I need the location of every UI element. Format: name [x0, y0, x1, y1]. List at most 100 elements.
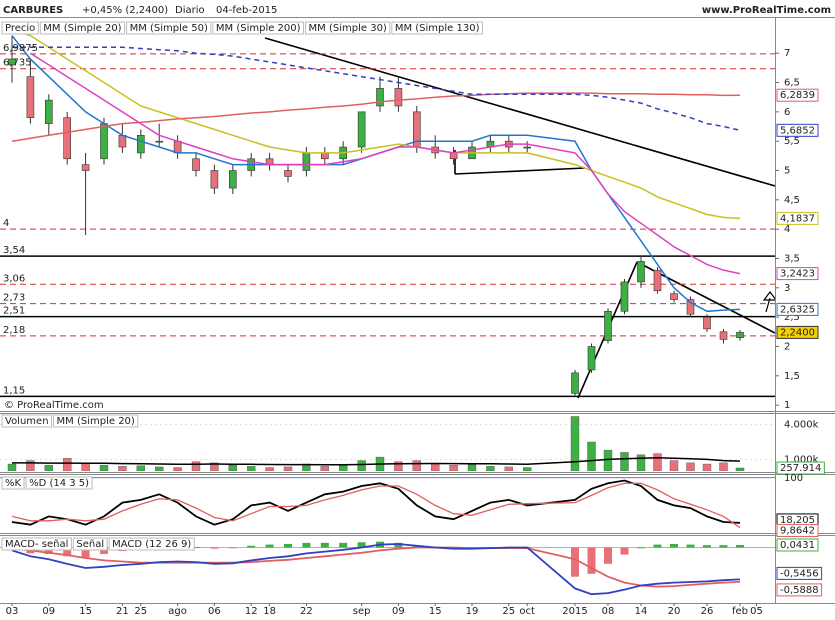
x-tick-label: 25 [502, 606, 515, 617]
candle-body [173, 140, 182, 154]
candle-body [192, 158, 200, 171]
macd-line [11, 546, 741, 588]
macd-hist-bar [653, 544, 662, 548]
x-tick-label: sep [353, 606, 371, 617]
value-badge-label: 2,6325 [780, 304, 815, 315]
volume-bar [26, 460, 35, 471]
value-badge-label: 4,1837 [780, 213, 815, 224]
level-label: 2,51 [3, 306, 25, 317]
level-label: 2,73 [3, 293, 25, 304]
value-badge-label: 9,8642 [780, 526, 815, 537]
volume-bar [154, 466, 164, 471]
candle-body [210, 170, 219, 189]
legend-entry: Señal [76, 539, 104, 550]
legend-box [25, 476, 93, 490]
volume-bar [339, 465, 348, 471]
volume-bar [265, 467, 274, 471]
level-label: 4 [3, 218, 9, 229]
legend-box [53, 414, 139, 428]
legend-box [39, 21, 126, 35]
volume-bar [44, 465, 53, 471]
candle-body [81, 164, 90, 171]
candle-body [376, 88, 384, 107]
panel-1 [0, 416, 775, 471]
legend-entry: %D (14 3 5) [29, 478, 89, 489]
volume-bar [523, 467, 532, 471]
x-tick-label: 15 [79, 606, 92, 617]
legend-entry: MACD (12 26 9) [112, 539, 191, 550]
macd-hist-bar [587, 547, 596, 574]
candle-body [44, 99, 53, 124]
value-badge [776, 267, 819, 281]
volume-bar [702, 463, 712, 471]
volume-bar [320, 466, 329, 471]
value-badge [776, 211, 819, 225]
volume-bar [431, 463, 440, 471]
legend-entry: MM (Simple 30) [309, 23, 387, 34]
candle-body [670, 293, 678, 300]
x-tick-label: 25 [134, 606, 147, 617]
legend-box [1, 476, 25, 490]
volume-bar [686, 462, 695, 471]
volume-bar [210, 462, 219, 471]
candle-body [604, 310, 612, 341]
candle-body [155, 140, 163, 143]
volume-bar [136, 465, 146, 471]
legend-entry: MM (Simple 130) [395, 23, 480, 34]
macd-hist-bar [44, 547, 53, 554]
value-badge-label: 0,0431 [780, 540, 815, 551]
macd-hist-bar [394, 542, 403, 548]
value-badge-label: 5,6852 [780, 125, 815, 136]
y-tick-label: 7 [784, 48, 790, 59]
legend-entry: Volumen [5, 416, 49, 427]
y-tick-label: 3,5 [784, 253, 800, 264]
volume-bar [7, 463, 17, 471]
macd-hist-bar [736, 544, 744, 548]
x-tick-label: 18 [263, 606, 276, 617]
candle-body [523, 146, 532, 149]
y-tick-label: 4.000k [784, 420, 819, 431]
value-badge [776, 538, 819, 552]
macd-hist-bar [339, 542, 348, 548]
x-tick-label: 06 [208, 606, 221, 617]
volume-ma [12, 456, 741, 466]
volume-bar [412, 460, 421, 471]
macd-hist-bar [265, 544, 274, 548]
y-tick-label: 3 [784, 283, 790, 294]
level-label: 3,54 [3, 245, 25, 256]
macd-hist-bar [284, 544, 292, 548]
value-badge [776, 88, 819, 102]
y-tick-label: 2,5 [784, 312, 800, 323]
volume-bar [570, 416, 580, 471]
legend-box [1, 21, 39, 35]
y-tick-label: 4 [784, 224, 790, 235]
source: www.ProRealTime.com [702, 5, 831, 16]
legend-entry: MM (Simple 20) [43, 23, 121, 34]
candle-body [26, 76, 35, 119]
value-badge-label: 6,2839 [780, 90, 815, 101]
legend-box [305, 21, 391, 35]
volume-bar [653, 453, 662, 471]
macd-hist-bar [100, 547, 108, 554]
volume-bar [394, 461, 403, 471]
y-tick-label: 6,5 [784, 78, 800, 89]
volume-bar [486, 466, 495, 471]
y-tick-label: 5 [784, 166, 790, 177]
macd-hist-bar [670, 544, 678, 548]
macd-hist-bar [63, 547, 72, 557]
moving-average [12, 46, 741, 132]
moving-average [11, 28, 741, 220]
x-tick-label: oct [519, 606, 535, 617]
candle-body [587, 346, 596, 371]
value-badge-label: 3,2423 [780, 269, 815, 280]
macd-hist-bar [686, 544, 695, 548]
value-badge-label: 2,2400 [780, 327, 815, 338]
macd-hist-bar [302, 542, 311, 548]
volume-bar [719, 462, 728, 471]
volume-bar [173, 467, 182, 471]
legend-entry: MACD- señal [5, 539, 68, 550]
legend-entry: %K [5, 478, 22, 489]
x-tick-label: 15 [429, 606, 442, 617]
legend-box [126, 21, 212, 35]
candle-body [357, 111, 366, 148]
